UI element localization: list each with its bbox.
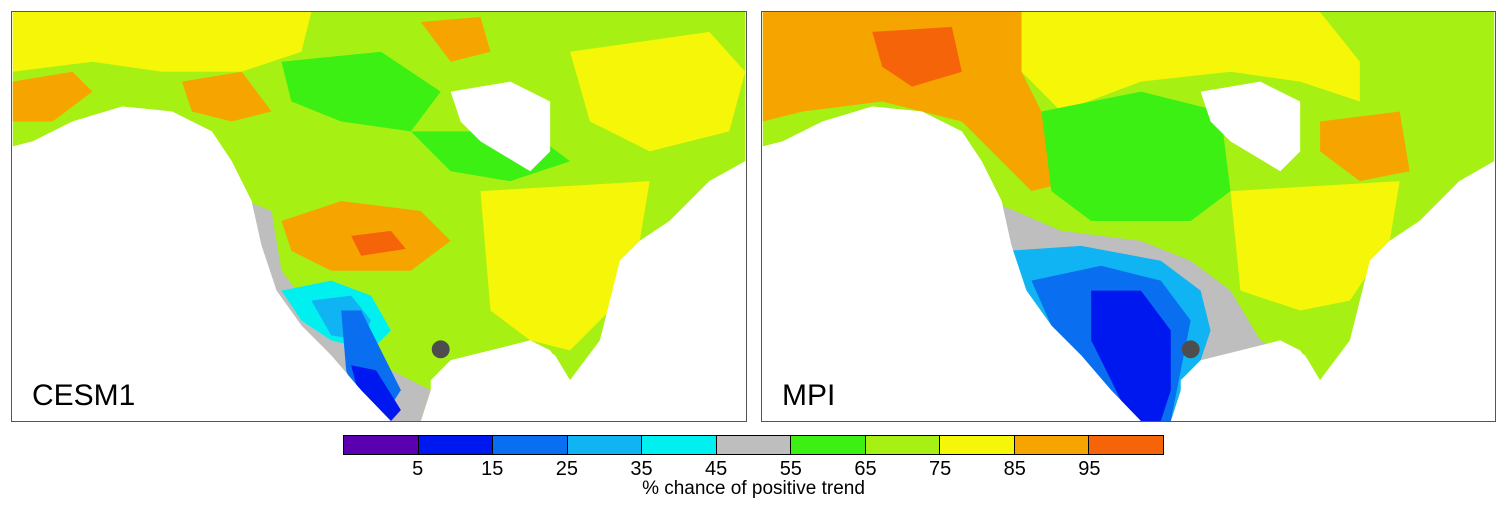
hudson-bay: [1200, 81, 1301, 172]
atlantic-ocean: [1305, 161, 1495, 421]
colorbar-tick-label: 85: [1003, 458, 1026, 480]
location-marker: [431, 340, 450, 359]
colorbar-segment: [567, 436, 643, 454]
colorbar-segment: [1014, 436, 1090, 454]
colorbar-tick-label: 65: [854, 458, 877, 480]
colorbar-title: % chance of positive trend: [642, 478, 865, 499]
red-region: [351, 230, 406, 256]
green-region-canada: [281, 51, 441, 132]
pacific-ocean: [12, 106, 391, 421]
colorbar-tick-label: 45: [705, 458, 728, 480]
colorbar-segment: [1089, 436, 1164, 454]
yellow-region-east: [480, 181, 650, 351]
darkblue-region: [1091, 290, 1171, 421]
orange-region-yukon: [181, 71, 272, 122]
orange-region-quebec: [1320, 111, 1410, 182]
location-marker: [1181, 340, 1200, 359]
colorbar: [343, 435, 1164, 455]
yellow-region: [12, 12, 312, 72]
colorbar-segment: [418, 436, 494, 454]
panel-label-cesm1: CESM1: [32, 379, 136, 412]
orange-region-alaska: [12, 71, 93, 122]
map-panel-mpi: MPI: [761, 11, 1496, 422]
colorbar-tick-label: 5: [412, 458, 424, 480]
gulf-of-mexico: [430, 340, 571, 421]
colorbar-tick-label: 75: [928, 458, 952, 480]
colorbar-tick-label: 15: [481, 458, 504, 480]
green-region-canada: [1041, 91, 1231, 221]
orange-region-nw: [420, 16, 491, 62]
red-region: [872, 26, 962, 87]
map-panel-cesm1: CESM1: [11, 11, 747, 422]
colorbar-tick-label: 25: [555, 458, 579, 480]
colorbar-segment: [344, 436, 419, 454]
yellow-region: [1021, 12, 1360, 112]
colorbar-segment: [493, 436, 568, 454]
orange-region-alaska: [762, 12, 1072, 192]
yellow-region-east: [1230, 181, 1400, 311]
colorbar-segment: [642, 436, 717, 454]
colorbar-segment: [940, 436, 1015, 454]
cesm1-map: [12, 12, 746, 421]
colorbar-tick-label: 95: [1078, 458, 1101, 480]
yellow-region-north: [570, 31, 746, 152]
colorbar-segment: [791, 436, 866, 454]
atlantic-ocean: [555, 161, 746, 421]
colorbar-tick-label: 55: [779, 458, 802, 480]
panel-label-mpi: MPI: [782, 379, 836, 412]
hudson-bay: [450, 81, 551, 172]
colorbar-segment: [716, 436, 792, 454]
pacific-ocean: [762, 106, 1141, 421]
colorbar-tick-label: 35: [630, 458, 653, 480]
mpi-map: [762, 12, 1495, 421]
colorbar-segment: [865, 436, 941, 454]
gulf-of-mexico: [1180, 340, 1321, 421]
